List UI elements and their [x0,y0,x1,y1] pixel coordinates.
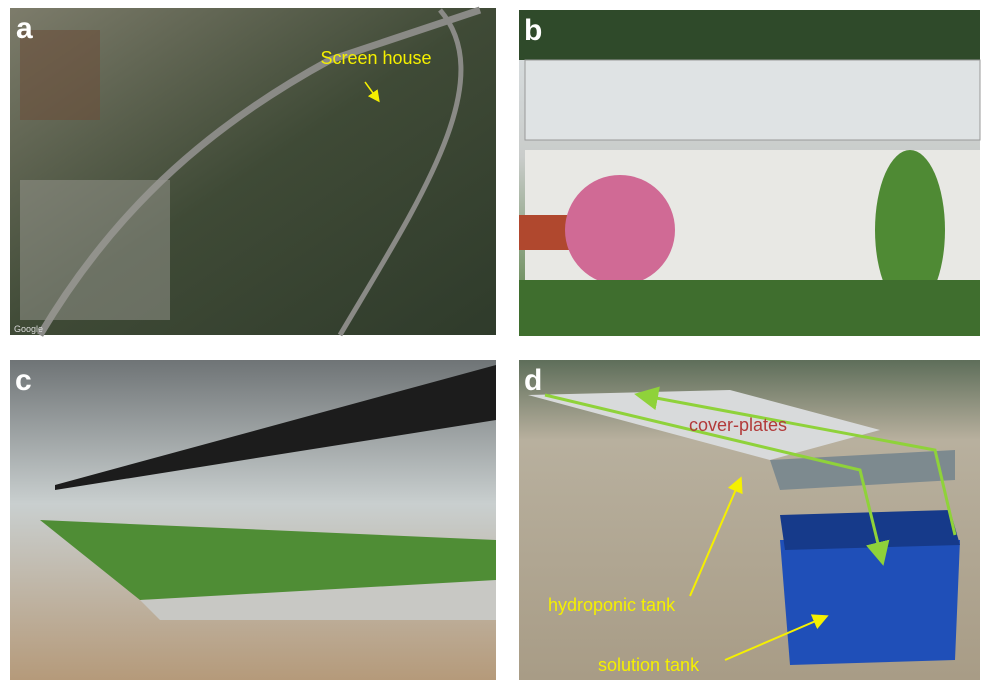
annotation: hydroponic tank [548,595,676,615]
panel-c: c [10,360,496,680]
panel-d: d cover-plates hydroponic tank solution … [519,360,980,680]
panel-label: a [16,12,33,45]
panel-a: a Screen house Google [10,6,496,337]
annotation: cover-plates [689,415,787,435]
credit: Google [14,324,43,334]
panel-b: b [519,10,981,336]
annotation: Screen house [320,48,431,68]
panel-label: b [524,14,542,47]
annotation: solution tank [598,655,700,675]
panel-label: c [15,364,32,397]
panel-label: d [524,364,542,397]
